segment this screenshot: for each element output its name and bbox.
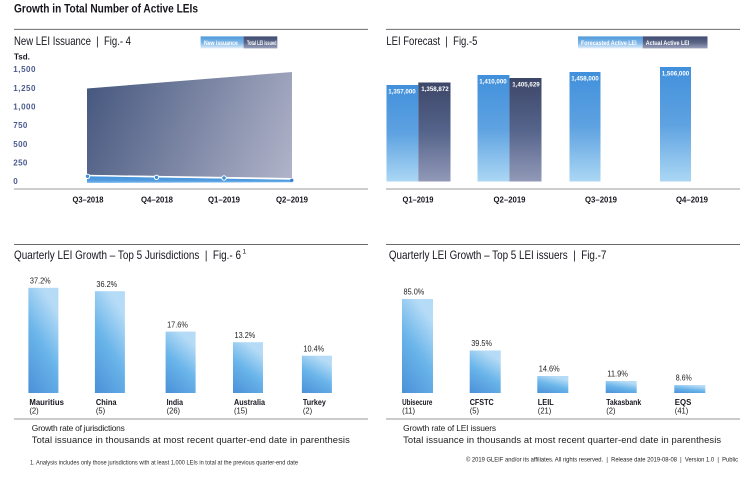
svg-text:Q4–2018: Q4–2018 — [141, 194, 173, 204]
svg-text:Growth rate of jurisdictions: Growth rate of jurisdictions — [32, 423, 125, 433]
svg-text:37.2%: 37.2% — [30, 275, 51, 285]
svg-text:Turkey: Turkey — [303, 397, 326, 407]
svg-text:85.0%: 85.0% — [404, 287, 425, 297]
svg-text:Total issuance in thousands at: Total issuance in thousands at most rece… — [403, 434, 721, 445]
svg-text:Q4–2019: Q4–2019 — [676, 194, 708, 204]
svg-text:(41): (41) — [675, 405, 689, 415]
svg-text:(5): (5) — [470, 405, 479, 415]
svg-text:1,500: 1,500 — [13, 65, 36, 74]
svg-text:(2): (2) — [606, 405, 615, 415]
svg-text:1,410,000: 1,410,000 — [479, 79, 507, 86]
svg-text:0: 0 — [13, 177, 18, 186]
svg-text:Mauritius: Mauritius — [29, 397, 64, 407]
svg-text:(21): (21) — [538, 405, 552, 415]
svg-text:Q2–2019: Q2–2019 — [276, 194, 308, 204]
svg-text:(2): (2) — [303, 405, 312, 415]
svg-text:Q3–2019: Q3–2019 — [585, 194, 617, 204]
svg-text:LEIL: LEIL — [538, 397, 554, 407]
svg-text:13.2%: 13.2% — [235, 330, 256, 340]
svg-text:EQS: EQS — [675, 397, 692, 407]
svg-text:China: China — [96, 397, 117, 407]
svg-text:Quarterly LEI Growth – Top 5 L: Quarterly LEI Growth – Top 5 LEI issuers… — [389, 248, 607, 262]
svg-text:17.6%: 17.6% — [167, 319, 188, 329]
svg-text:Forecasted Active LEI: Forecasted Active LEI — [581, 40, 637, 47]
svg-text:New LEI Issuance | Fig.- 4: New LEI Issuance | Fig.- 4 — [14, 34, 131, 48]
svg-text:Takasbank: Takasbank — [606, 397, 641, 407]
svg-text:39.5%: 39.5% — [471, 338, 492, 348]
svg-text:36.2%: 36.2% — [96, 279, 117, 289]
svg-text:1,358,872: 1,358,872 — [421, 86, 449, 93]
svg-text:1,000: 1,000 — [13, 103, 36, 112]
svg-text:© 2019 GLEIF and/or its affili: © 2019 GLEIF and/or its affiliates. All … — [466, 455, 739, 463]
svg-text:8.6%: 8.6% — [676, 373, 692, 383]
svg-text:Tsd.: Tsd. — [14, 53, 30, 62]
svg-text:Quarterly LEI Growth – Top 5 J: Quarterly LEI Growth – Top 5 Jurisdictio… — [14, 248, 241, 262]
svg-text:(26): (26) — [167, 405, 181, 415]
svg-text:New issuance: New issuance — [204, 40, 238, 47]
svg-text:500: 500 — [13, 140, 28, 149]
svg-text:Ubisecure: Ubisecure — [402, 397, 432, 407]
svg-text:(11): (11) — [402, 405, 415, 415]
svg-text:Q1–2019: Q1–2019 — [403, 194, 434, 204]
svg-text:250: 250 — [13, 159, 28, 168]
svg-text:11.9%: 11.9% — [607, 369, 628, 379]
svg-text:Growth in Total Number of Acti: Growth in Total Number of Active LEIs — [14, 4, 198, 16]
svg-text:Q3–2018: Q3–2018 — [73, 194, 104, 204]
svg-text:Growth rate of LEI issuers: Growth rate of LEI issuers — [403, 423, 496, 433]
svg-text:(2): (2) — [29, 405, 38, 415]
svg-text:(15): (15) — [234, 405, 248, 415]
svg-text:India: India — [167, 397, 184, 407]
svg-text:Australia: Australia — [234, 397, 265, 407]
svg-text:Q1–2019: Q1–2019 — [208, 194, 240, 204]
svg-text:1. Analysis includes only thos: 1. Analysis includes only those jurisdic… — [30, 459, 298, 466]
svg-text:1,458,000: 1,458,000 — [571, 76, 599, 83]
svg-text:Total LEI issued: Total LEI issued — [247, 40, 277, 47]
svg-text:LEI Forecast | Fig.-5: LEI Forecast | Fig.-5 — [386, 34, 477, 48]
svg-text:750: 750 — [13, 121, 28, 130]
svg-text:1: 1 — [242, 249, 246, 256]
svg-text:Actual Active LEI: Actual Active LEI — [646, 40, 690, 47]
svg-text:10.4%: 10.4% — [303, 343, 324, 353]
svg-text:1,357,000: 1,357,000 — [388, 89, 416, 96]
svg-text:Total issuance in thousands at: Total issuance in thousands at most rece… — [32, 434, 350, 445]
svg-text:CFSTC: CFSTC — [470, 397, 494, 407]
svg-text:Q2–2019: Q2–2019 — [494, 194, 526, 204]
svg-text:1,405,629: 1,405,629 — [512, 82, 540, 89]
svg-text:14.6%: 14.6% — [539, 364, 560, 374]
svg-text:1,250: 1,250 — [13, 84, 36, 93]
svg-text:(5): (5) — [96, 405, 105, 415]
svg-text:1,506,000: 1,506,000 — [662, 71, 690, 78]
